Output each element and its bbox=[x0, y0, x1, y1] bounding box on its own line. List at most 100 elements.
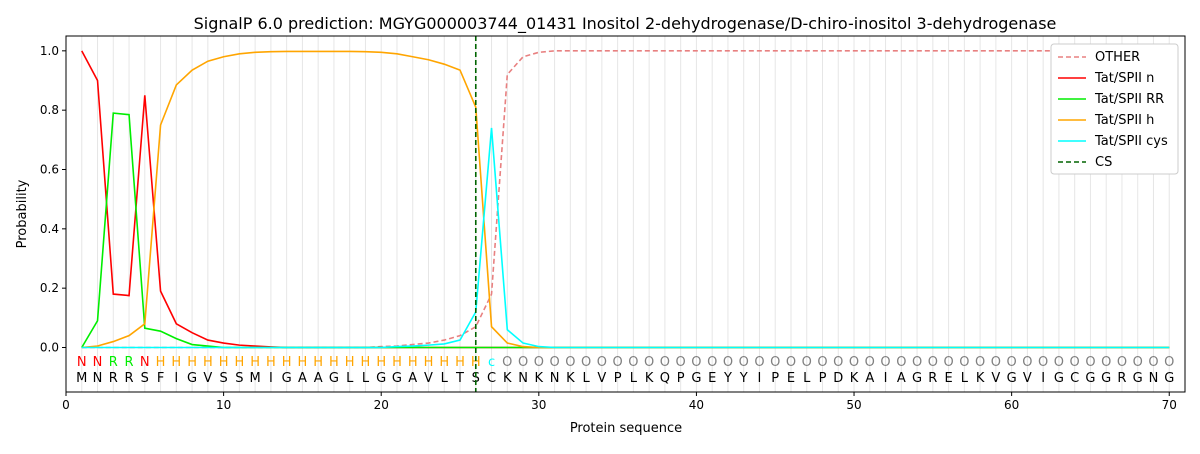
residue-label: H bbox=[329, 355, 339, 370]
series-line-tat-spii-rr bbox=[81, 112, 1170, 349]
residue-label: O bbox=[1117, 355, 1127, 370]
residue-label: O bbox=[865, 355, 875, 370]
residue-label: O bbox=[1007, 355, 1017, 370]
residue-label: O bbox=[1070, 355, 1080, 370]
x-tick-label: 70 bbox=[1162, 398, 1177, 412]
legend-label: CS bbox=[1095, 155, 1112, 170]
residue-label: O bbox=[1038, 355, 1048, 370]
y-tick-label: 0.2 bbox=[40, 281, 59, 295]
residue-label: O bbox=[534, 355, 544, 370]
legend-label: OTHER bbox=[1095, 50, 1140, 65]
residue-label: O bbox=[991, 355, 1001, 370]
residue-label: H bbox=[313, 355, 323, 370]
residue-label: O bbox=[817, 355, 827, 370]
residue-label: H bbox=[361, 355, 371, 370]
x-tick-label: 20 bbox=[374, 398, 389, 412]
residue-label: H bbox=[187, 355, 197, 370]
residue-label: O bbox=[676, 355, 686, 370]
series-line-tat-spii-n bbox=[81, 50, 1170, 349]
chart-title: SignalP 6.0 prediction: MGYG000003744_01… bbox=[194, 14, 1057, 34]
residue-label: O bbox=[581, 355, 591, 370]
residue-label: H bbox=[455, 355, 465, 370]
residue-label: O bbox=[754, 355, 764, 370]
residue-label: O bbox=[1101, 355, 1111, 370]
plot-frame bbox=[65, 35, 1186, 393]
legend-label: Tat/SPII RR bbox=[1094, 92, 1164, 107]
series-line-other bbox=[81, 50, 1170, 349]
y-tick-label: 0.8 bbox=[40, 103, 59, 117]
residue-label: O bbox=[723, 355, 733, 370]
residue-label: O bbox=[1133, 355, 1143, 370]
series-line-tat-spii-cys bbox=[81, 127, 1170, 349]
x-tick-label: 30 bbox=[531, 398, 546, 412]
residue-label: O bbox=[1164, 355, 1174, 370]
residue-label: O bbox=[628, 355, 638, 370]
residue-label: O bbox=[502, 355, 512, 370]
y-tick-label: 1.0 bbox=[40, 44, 59, 58]
residue-label: O bbox=[565, 355, 575, 370]
legend-label: Tat/SPII h bbox=[1094, 113, 1154, 128]
y-tick-label: 0.4 bbox=[40, 222, 59, 236]
residue-label: H bbox=[282, 355, 292, 370]
residue-label: H bbox=[408, 355, 418, 370]
residue-label: O bbox=[1022, 355, 1032, 370]
y-tick-label: 0.0 bbox=[40, 341, 59, 355]
legend-label: Tat/SPII cys bbox=[1094, 134, 1168, 149]
residue-label: H bbox=[219, 355, 229, 370]
residue-label: O bbox=[613, 355, 623, 370]
residue-label: H bbox=[156, 355, 166, 370]
residue-label: O bbox=[975, 355, 985, 370]
residue-label: O bbox=[786, 355, 796, 370]
residue-label: H bbox=[298, 355, 308, 370]
residue-label: O bbox=[1085, 355, 1095, 370]
y-axis-label: Probability bbox=[15, 179, 30, 248]
residue-label: O bbox=[707, 355, 717, 370]
residue-label: O bbox=[896, 355, 906, 370]
residue-label: O bbox=[912, 355, 922, 370]
residue-label: O bbox=[549, 355, 559, 370]
x-tick-label: 10 bbox=[216, 398, 231, 412]
residue-label: H bbox=[234, 355, 244, 370]
residue-label: N bbox=[93, 355, 103, 370]
residue-label: N bbox=[140, 355, 150, 370]
residue-label: H bbox=[345, 355, 355, 370]
residue-label: H bbox=[171, 355, 181, 370]
x-tick-label: 0 bbox=[62, 398, 70, 412]
residue-label: c bbox=[488, 355, 495, 370]
residue-label: H bbox=[266, 355, 276, 370]
residue-label: O bbox=[928, 355, 938, 370]
residue-label: N bbox=[77, 355, 87, 370]
residue-label: O bbox=[802, 355, 812, 370]
residue-label: O bbox=[1054, 355, 1064, 370]
residue-label: H bbox=[203, 355, 213, 370]
x-tick-label: 40 bbox=[689, 398, 704, 412]
residue-label: O bbox=[518, 355, 528, 370]
x-tick-label: 50 bbox=[846, 398, 861, 412]
residue-label: R bbox=[125, 355, 134, 370]
residue-label: O bbox=[959, 355, 969, 370]
residue-label: H bbox=[376, 355, 386, 370]
y-tick-label: 0.6 bbox=[40, 163, 59, 177]
residue-label: H bbox=[424, 355, 434, 370]
residue-label: H bbox=[392, 355, 402, 370]
residue-label: R bbox=[109, 355, 118, 370]
residue-label: O bbox=[597, 355, 607, 370]
legend-label: Tat/SPII n bbox=[1094, 71, 1154, 86]
residue-label: O bbox=[660, 355, 670, 370]
residue-label: O bbox=[739, 355, 749, 370]
residue-label: H bbox=[471, 355, 481, 370]
residue-label: H bbox=[439, 355, 449, 370]
residue-label: O bbox=[691, 355, 701, 370]
residue-label: O bbox=[849, 355, 859, 370]
residue-label: O bbox=[880, 355, 890, 370]
protein-sequence: MNRRSFIGVSSMIGAAGLLGGAVLTSCKNKNKLVPLKQPG… bbox=[76, 371, 1174, 386]
x-tick-label: 60 bbox=[1004, 398, 1019, 412]
series-line-tat-spii-h bbox=[81, 50, 1170, 349]
residue-label: O bbox=[833, 355, 843, 370]
residue-label: O bbox=[1148, 355, 1158, 370]
residue-label: O bbox=[943, 355, 953, 370]
residue-label: O bbox=[644, 355, 654, 370]
residue-label: O bbox=[770, 355, 780, 370]
x-axis-label: Protein sequence bbox=[570, 421, 682, 436]
